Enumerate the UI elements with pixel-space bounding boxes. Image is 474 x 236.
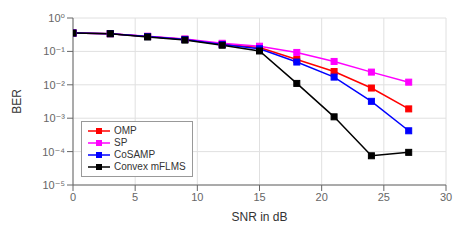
svg-text:10⁻²: 10⁻² [43, 79, 65, 91]
svg-text:25: 25 [378, 191, 390, 203]
svg-text:10⁻⁴: 10⁻⁴ [42, 146, 65, 158]
svg-text:10: 10 [191, 191, 203, 203]
html-text:CoSAMP: CoSAMP [114, 149, 156, 160]
svg-text:20: 20 [316, 191, 328, 203]
svg-text:10⁻⁵: 10⁻⁵ [42, 179, 65, 191]
svg-text:5: 5 [132, 191, 138, 203]
svg-text:10⁻¹: 10⁻¹ [43, 45, 65, 57]
svg-text:15: 15 [253, 191, 265, 203]
html-text:OMP: OMP [114, 125, 137, 136]
svg-text:SNR in dB: SNR in dB [231, 210, 287, 224]
html-text:SP: SP [114, 137, 128, 148]
html-text:Convex mFLMS: Convex mFLMS [114, 161, 186, 172]
svg-text:10⁻³: 10⁻³ [43, 112, 65, 124]
svg-text:BER: BER [10, 89, 24, 114]
svg-text:10⁰: 10⁰ [48, 12, 65, 24]
svg-text:0: 0 [70, 191, 76, 203]
svg-text:30: 30 [440, 191, 452, 203]
